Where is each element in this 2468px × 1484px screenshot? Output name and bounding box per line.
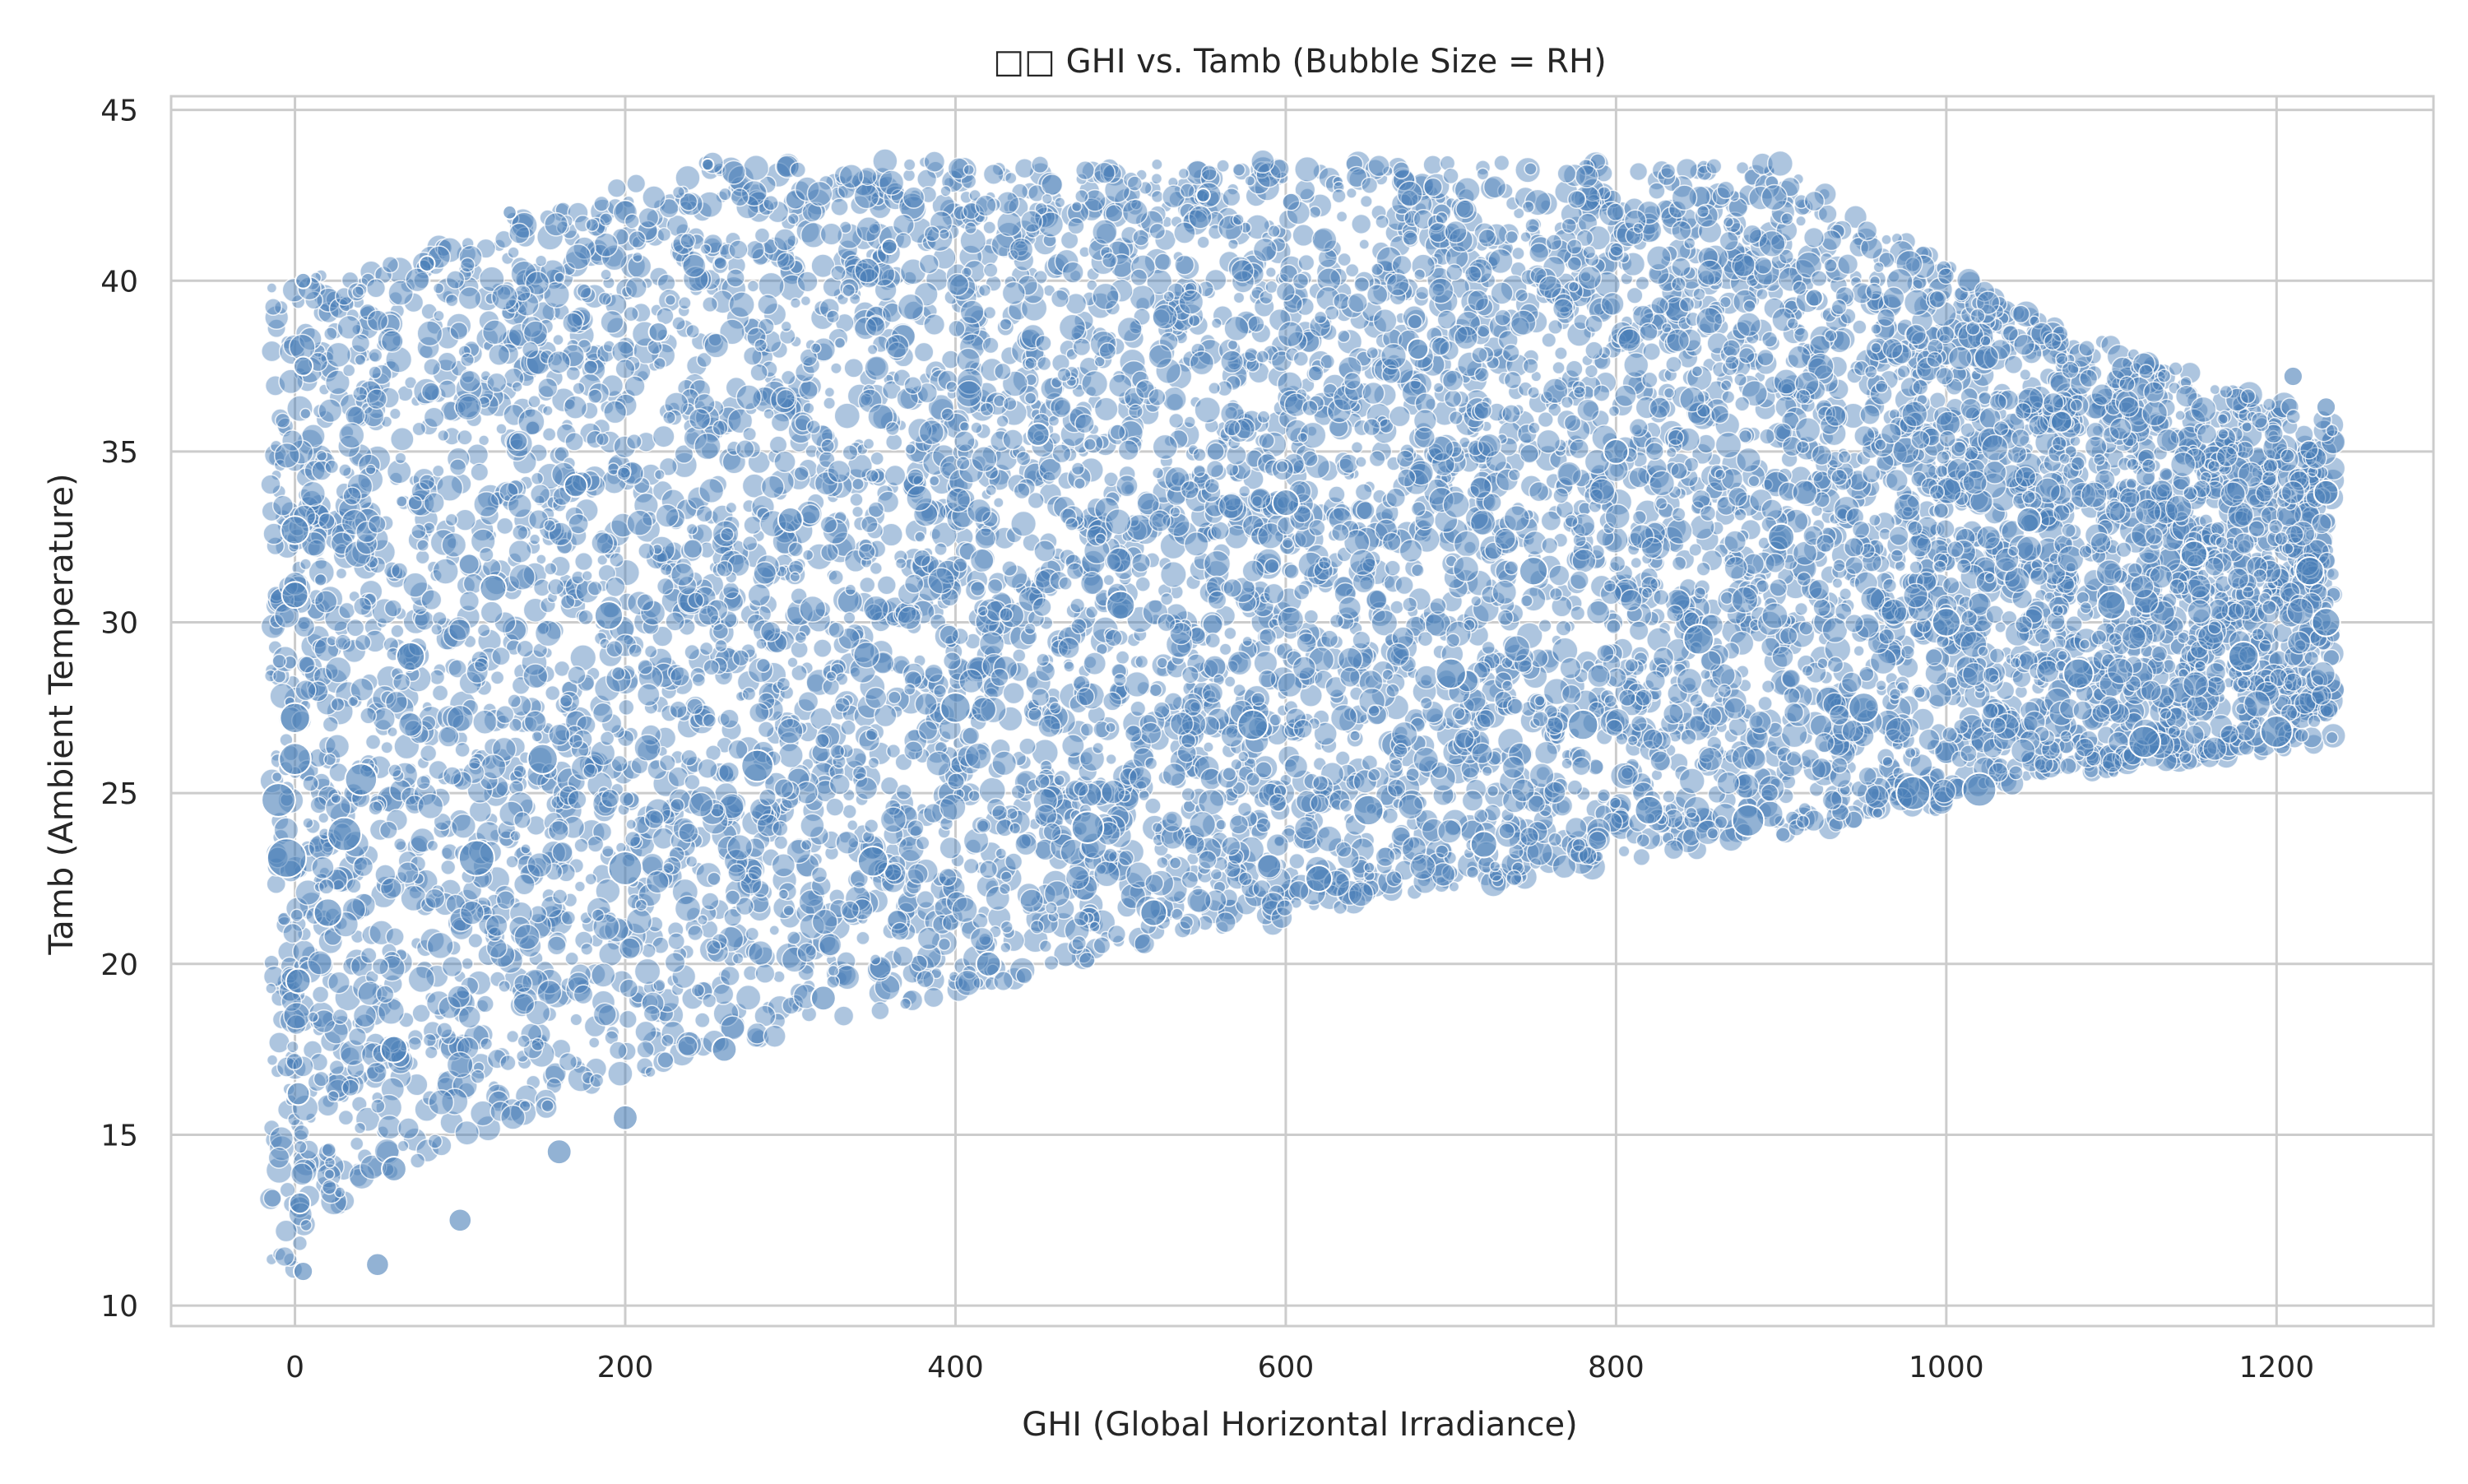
data-point <box>2063 659 2093 689</box>
data-point <box>1471 831 1497 857</box>
data-point <box>262 783 295 817</box>
data-point <box>1436 659 1465 689</box>
y-tick-label: 25 <box>100 777 138 811</box>
data-point <box>741 750 773 782</box>
data-point <box>282 582 308 608</box>
data-point <box>2314 480 2339 505</box>
data-point <box>609 851 643 885</box>
x-tick-label: 1200 <box>2238 1351 2314 1384</box>
data-point <box>290 1193 310 1213</box>
data-point <box>1603 439 1628 464</box>
data-point <box>2128 726 2160 758</box>
x-tick-label: 600 <box>1258 1351 1315 1384</box>
data-point <box>2016 508 2041 532</box>
data-point <box>712 1037 737 1062</box>
data-point <box>940 693 970 722</box>
data-point <box>977 952 1001 976</box>
data-point <box>547 1139 572 1164</box>
data-point <box>503 206 517 220</box>
data-point <box>279 743 311 775</box>
data-point <box>1072 811 1104 843</box>
data-point <box>527 744 557 773</box>
data-point <box>294 1262 313 1281</box>
data-point <box>459 841 494 876</box>
y-tick-label: 15 <box>100 1119 138 1152</box>
x-tick-label: 800 <box>1588 1351 1645 1384</box>
data-point <box>267 838 306 877</box>
data-point <box>1733 805 1765 837</box>
data-point <box>314 898 342 926</box>
data-point <box>649 322 668 341</box>
data-point <box>280 703 309 733</box>
data-point <box>1768 524 1794 550</box>
data-point <box>1353 795 1383 825</box>
data-point <box>2097 591 2125 619</box>
data-point <box>294 356 313 375</box>
y-tick-label: 35 <box>100 436 138 470</box>
data-point <box>2261 716 2293 748</box>
data-point <box>613 1106 638 1130</box>
data-point <box>1635 796 1663 824</box>
data-point <box>1408 339 1428 359</box>
data-point <box>1568 710 1598 740</box>
x-tick-label: 0 <box>285 1351 304 1384</box>
data-point <box>281 516 308 544</box>
data-point <box>564 475 587 498</box>
data-point <box>858 846 888 876</box>
y-axis-title: Tamb (Ambient Temperature) <box>43 473 81 955</box>
y-tick-label: 10 <box>100 1290 138 1324</box>
data-point <box>1273 489 1299 516</box>
data-point <box>2229 642 2258 671</box>
data-point <box>2312 608 2340 636</box>
x-tick-label: 400 <box>927 1351 984 1384</box>
data-point <box>811 985 836 1010</box>
x-tick-label: 200 <box>597 1351 654 1384</box>
x-tick-label: 1000 <box>1909 1351 1984 1384</box>
data-point <box>327 818 361 851</box>
data-point <box>1896 777 1930 810</box>
data-point <box>295 273 311 289</box>
data-point <box>381 1036 407 1063</box>
data-point <box>2295 557 2323 585</box>
data-point <box>1806 290 1823 307</box>
data-point <box>346 763 378 795</box>
data-point <box>382 1157 406 1181</box>
data-point <box>702 159 713 170</box>
chart-title: □□ GHI vs. Tamb (Bubble Size = RH) <box>993 43 1606 81</box>
x-axis-title: GHI (Global Horizontal Irradiance) <box>1022 1406 1578 1444</box>
data-point <box>1106 591 1134 619</box>
data-point <box>2317 397 2336 416</box>
data-point <box>448 1208 471 1231</box>
data-point <box>595 601 623 629</box>
data-point <box>1306 865 1332 892</box>
data-point <box>1963 773 1997 807</box>
data-point <box>287 1083 310 1106</box>
data-point <box>882 239 898 254</box>
data-point <box>1684 624 1714 654</box>
data-point <box>1849 693 1878 722</box>
data-point <box>2284 367 2303 386</box>
data-point <box>1238 710 1268 740</box>
data-point <box>2181 540 2207 567</box>
data-point <box>1027 423 1050 446</box>
data-point <box>1196 188 1210 202</box>
y-tick-label: 40 <box>100 265 138 299</box>
data-point <box>480 575 506 601</box>
data-point <box>1140 900 1167 926</box>
data-point <box>397 642 424 670</box>
data-point <box>366 1253 389 1276</box>
y-tick-label: 30 <box>100 607 138 641</box>
y-tick-label: 20 <box>100 948 138 982</box>
data-point <box>778 508 803 532</box>
data-point <box>420 256 435 271</box>
y-tick-label: 45 <box>100 95 138 128</box>
data-point <box>1519 557 1547 585</box>
data-point <box>286 969 311 994</box>
data-point <box>1932 608 1960 636</box>
